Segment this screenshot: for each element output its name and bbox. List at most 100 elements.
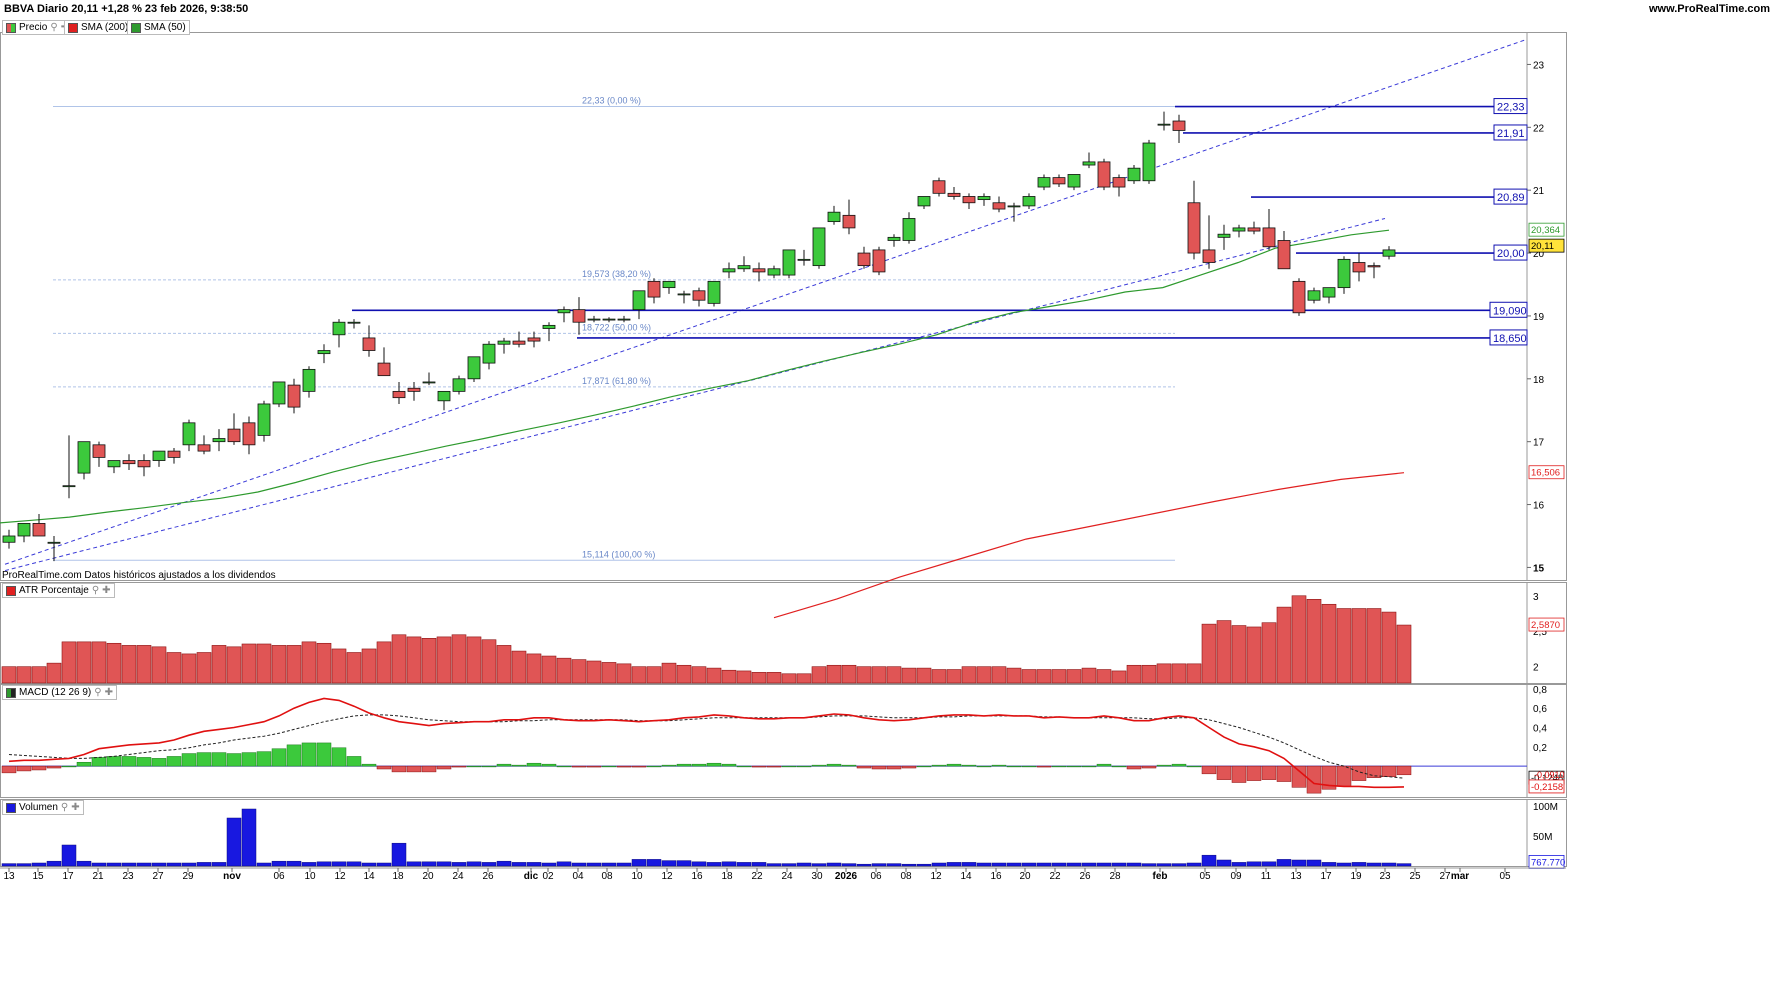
candle-body: [362, 337, 376, 351]
macd-hist-bar: [76, 761, 92, 767]
atr-bar: [91, 641, 107, 684]
macd-hist-bar: [1066, 765, 1082, 768]
volume-bar: [1111, 862, 1127, 867]
x-tick-label: 20: [1019, 871, 1031, 882]
legend-volume[interactable]: Volumen ⚲ ✚: [2, 800, 84, 815]
candle: [932, 177, 946, 197]
candle-body: [377, 362, 391, 377]
macd-hist-bar: [151, 758, 167, 767]
candle-body: [662, 280, 676, 289]
candle-body: [1112, 177, 1126, 188]
x-tick-label: dic: [524, 871, 539, 882]
x-tick-label: 15: [32, 871, 44, 882]
sma200-line: [773, 472, 1405, 619]
candle: [1292, 278, 1306, 316]
candle: [1277, 231, 1291, 270]
candle: [422, 372, 436, 386]
volume-bar: [1336, 862, 1352, 867]
atr-bar: [886, 666, 902, 684]
candle-body: [887, 236, 901, 241]
atr-bar: [1051, 669, 1067, 684]
macd-hist-bar: [1036, 765, 1052, 768]
candle-body: [137, 460, 151, 468]
x-tick-label: feb: [1153, 871, 1168, 882]
volume-bar: [166, 862, 182, 867]
legend-price[interactable]: Precio ⚲ ✚: [2, 20, 74, 35]
legend-atr[interactable]: ATR Porcentaje ⚲ ✚: [2, 583, 115, 598]
macd-hist-bar: [1051, 765, 1067, 768]
candle-body: [167, 450, 181, 458]
pane-frame-macd: [0, 684, 1567, 798]
macd-hist-bar: [1201, 765, 1217, 775]
macd-hist-bar: [1246, 765, 1262, 781]
x-tick-label: 30: [811, 871, 823, 882]
trendline-upper: [4, 38, 1528, 565]
candle-body: [1247, 227, 1261, 232]
volume-bar: [346, 861, 362, 867]
y-tick-label: 23: [1533, 60, 1545, 71]
candle: [857, 246, 871, 269]
x-tick-label: 27: [152, 871, 164, 882]
volume-bar: [1066, 862, 1082, 867]
x-tick-label: nov: [223, 871, 241, 882]
atr-bar: [526, 653, 542, 684]
chart-title: BBVA Diario 20,11 +1,28 % 23 feb 2026, 9…: [4, 3, 249, 15]
wrench-icon[interactable]: ⚲: [50, 22, 58, 33]
candle-body: [1277, 240, 1291, 270]
volume-bar: [811, 863, 827, 867]
volume-bar: [766, 863, 782, 867]
candle-body: [947, 192, 961, 197]
candle: [812, 227, 826, 269]
candle: [542, 322, 556, 342]
candle: [1127, 165, 1141, 184]
y-tick-label: 20: [1533, 249, 1545, 260]
x-tick-label: 06: [273, 871, 285, 882]
macd-hist-bar: [646, 765, 662, 768]
volume-bar: [781, 863, 797, 867]
candle: [887, 234, 901, 247]
wrench-icon[interactable]: ⚲: [91, 585, 100, 596]
volume-bar: [1006, 862, 1022, 867]
volume-bar: [91, 862, 107, 867]
candle: [497, 337, 511, 354]
wrench-icon[interactable]: ⚲: [94, 687, 102, 698]
legend-macd[interactable]: MACD (12 26 9) ⚲ ✚: [2, 685, 117, 700]
site-link[interactable]: www.ProRealTime.com: [1648, 3, 1770, 15]
wrench-icon[interactable]: ⚲: [60, 802, 69, 813]
candle: [752, 262, 766, 282]
legend-sma200[interactable]: SMA (200): [64, 20, 133, 35]
candle: [947, 187, 961, 200]
atr-bar: [196, 652, 212, 684]
atr-bar: [721, 669, 737, 684]
candle: [977, 193, 991, 206]
candle: [557, 306, 571, 323]
atr-bar: [421, 638, 437, 684]
atr-bar: [241, 643, 257, 684]
candle-body: [857, 252, 871, 267]
macd-hist-bar: [1231, 765, 1247, 783]
candle: [167, 447, 181, 464]
atr-bar: [61, 641, 77, 684]
legend-sma50[interactable]: SMA (50): [127, 20, 190, 35]
candle-body: [1037, 177, 1051, 188]
atr-bar: [856, 666, 872, 684]
candle-body: [557, 309, 571, 314]
macd-hist-bar: [736, 765, 752, 768]
plus-icon[interactable]: ✚: [71, 802, 80, 813]
plus-icon[interactable]: ✚: [102, 585, 111, 596]
plus-icon[interactable]: ✚: [104, 687, 113, 698]
candle-body: [767, 268, 781, 276]
macd-hist-bar: [676, 763, 692, 767]
x-tick-label: 14: [363, 871, 375, 882]
volume-bar: [1306, 859, 1322, 867]
candle: [602, 317, 616, 323]
legend-sma50-label: SMA (50): [144, 22, 186, 33]
volume-bar: [16, 863, 32, 867]
volume-bar: [946, 862, 962, 867]
volume-bar: [316, 861, 332, 867]
candle-body: [197, 444, 211, 452]
candle-body: [842, 214, 856, 229]
candle-body: [962, 196, 976, 204]
y-tick-label: 15: [1533, 563, 1545, 574]
